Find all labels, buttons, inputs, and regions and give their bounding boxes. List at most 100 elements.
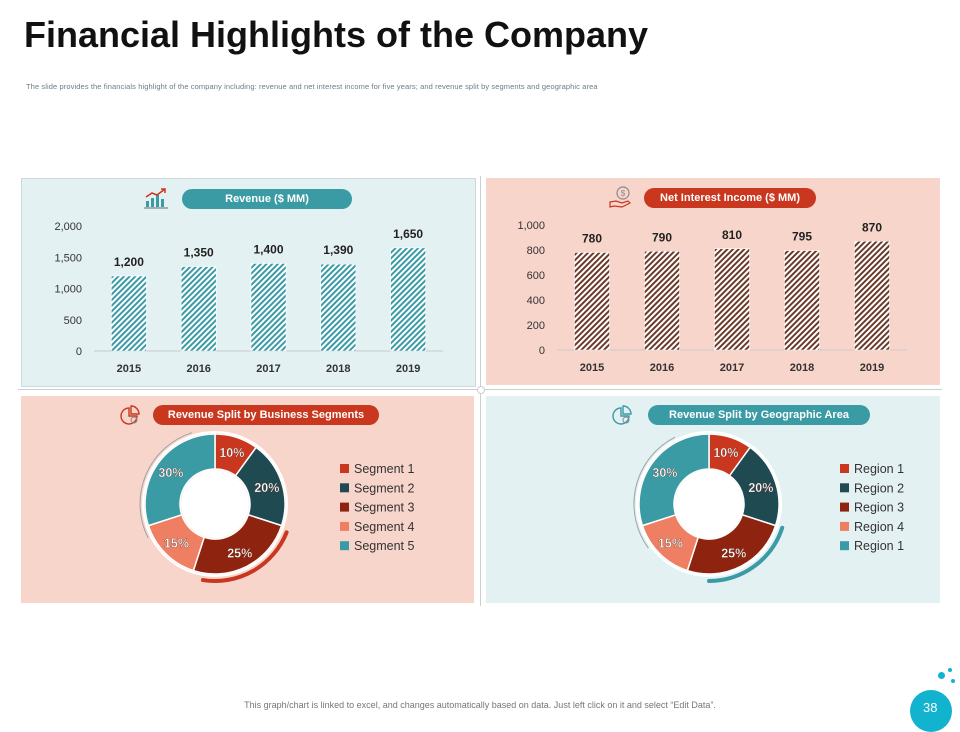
legend-swatch	[340, 521, 349, 531]
legend-swatch	[340, 502, 349, 512]
svg-text:$: $	[621, 189, 626, 198]
bar	[784, 250, 820, 351]
x-tick-label: 2016	[186, 363, 210, 375]
x-tick-label: 2015	[117, 363, 141, 375]
legend-label: Region 1	[854, 462, 904, 476]
y-tick-label: 800	[527, 245, 545, 257]
slice-data-label: 15%	[658, 537, 683, 551]
legend-swatch	[840, 483, 849, 493]
legend-label: Segment 1	[354, 462, 415, 476]
y-tick-label: 400	[527, 295, 545, 307]
y-tick-label: 200	[527, 320, 545, 332]
page-subtitle: The slide provides the financials highli…	[26, 82, 598, 91]
slice-data-label: 30%	[158, 466, 183, 480]
page-number-badge: 38	[910, 690, 952, 732]
slice-data-label: 20%	[254, 481, 279, 495]
legend-swatch	[840, 464, 849, 473]
pie-chart-icon	[612, 405, 632, 425]
x-tick-label: 2019	[860, 362, 884, 374]
bar	[320, 263, 357, 352]
net-interest-income-bar-chart: 0 200 400 600 800 1,000 780 2015 790 2016 810 2017 7…	[517, 220, 907, 374]
bar	[574, 252, 610, 351]
slice-data-label: 10%	[219, 446, 244, 460]
legend-swatch	[840, 541, 849, 551]
x-tick-label: 2018	[326, 363, 350, 375]
decor-ring-thin	[139, 432, 192, 539]
x-tick-label: 2017	[256, 363, 280, 375]
legend-label: Segment 2	[354, 481, 415, 495]
legend-swatch	[840, 521, 849, 531]
chart-growth-icon	[144, 188, 168, 209]
decor-bubble-large	[938, 672, 945, 679]
bar	[854, 241, 890, 351]
x-tick-label: 2017	[720, 362, 744, 374]
bar	[180, 266, 217, 352]
bar	[714, 248, 750, 351]
slice-data-label: 25%	[227, 547, 252, 561]
bar-data-label: 795	[792, 230, 812, 244]
x-tick-label: 2016	[650, 362, 674, 374]
business-segments-chart-title: Revenue Split by Business Segments	[153, 405, 379, 425]
bar	[644, 251, 680, 351]
revenue-chart-title: Revenue ($ MM)	[182, 189, 352, 209]
x-tick-label: 2015	[580, 362, 604, 374]
decor-ring-thin	[633, 436, 676, 549]
legend-label: Region 4	[854, 520, 904, 534]
y-tick-label: 0	[539, 345, 545, 357]
bar-data-label: 1,650	[393, 227, 423, 241]
legend-label: Segment 5	[354, 539, 415, 553]
bar	[250, 263, 287, 352]
donut-slice	[638, 433, 710, 527]
donut-slice	[144, 433, 216, 527]
donut-hole	[181, 470, 249, 538]
bar-data-label: 790	[652, 230, 672, 244]
bar-data-label: 1,400	[253, 243, 283, 257]
geographic-area-panel: Revenue Split by Geographic Area 10% 20% 2…	[486, 396, 940, 603]
slice-data-label: 25%	[721, 547, 746, 561]
pie-chart-icon	[120, 405, 140, 425]
donut-outline	[636, 431, 782, 577]
y-tick-label: 1,000	[517, 220, 545, 232]
y-tick-label: 1,500	[54, 252, 82, 264]
bar-data-label: 870	[862, 220, 882, 234]
legend-swatch	[340, 464, 349, 473]
x-tick-label: 2019	[396, 363, 420, 375]
y-tick-label: 500	[64, 315, 82, 327]
slice-data-label: 10%	[713, 446, 738, 460]
net-interest-income-chart-title: Net Interest Income ($ MM)	[644, 188, 816, 208]
legend-label: Region 1	[854, 539, 904, 553]
legend-swatch	[340, 483, 349, 493]
slice-data-label: 20%	[748, 481, 773, 495]
x-tick-label: 2018	[790, 362, 814, 374]
revenue-panel: Revenue ($ MM) 0 500 1,000 1,500 2,000 1,200 2…	[21, 178, 476, 387]
bar-data-label: 780	[582, 232, 602, 246]
decor-ring-arc	[200, 530, 289, 583]
legend-label: Segment 4	[354, 520, 415, 534]
y-tick-label: 2,000	[54, 221, 82, 233]
legend-swatch	[840, 502, 849, 512]
y-tick-label: 600	[527, 270, 545, 282]
donut-hole	[675, 470, 743, 538]
y-tick-label: 1,000	[54, 284, 82, 296]
geographic-area-chart-title: Revenue Split by Geographic Area	[648, 405, 870, 425]
legend-label: Region 3	[854, 501, 904, 515]
legend-swatch	[340, 541, 349, 551]
bar-data-label: 810	[722, 228, 742, 242]
bar	[390, 247, 426, 352]
slice-data-label: 30%	[652, 466, 677, 480]
money-hand-icon: $	[609, 186, 632, 208]
page-title: Financial Highlights of the Company	[24, 14, 649, 55]
revenue-bar-chart: 0 500 1,000 1,500 2,000 1,200 2015 1,350 2016 1,4…	[54, 221, 443, 375]
decor-bubble-tiny	[951, 679, 955, 683]
legend-label: Region 2	[854, 481, 904, 495]
net-interest-income-panel: $ Net Interest Income ($ MM) 0 200 400 600 8…	[486, 178, 940, 385]
donut-outline	[142, 431, 288, 577]
bar-data-label: 1,350	[184, 246, 214, 260]
geographic-area-donut-chart: 10% 20% 25% 15% 30% Region 1 Region 2 Region 3 R…	[633, 431, 904, 583]
slice-data-label: 15%	[164, 537, 189, 551]
y-tick-label: 0	[76, 346, 82, 358]
legend-label: Segment 3	[354, 501, 415, 515]
bar-data-label: 1,390	[323, 243, 353, 257]
bar	[111, 275, 147, 352]
footer-note: This graph/chart is linked to excel, and…	[244, 700, 716, 710]
